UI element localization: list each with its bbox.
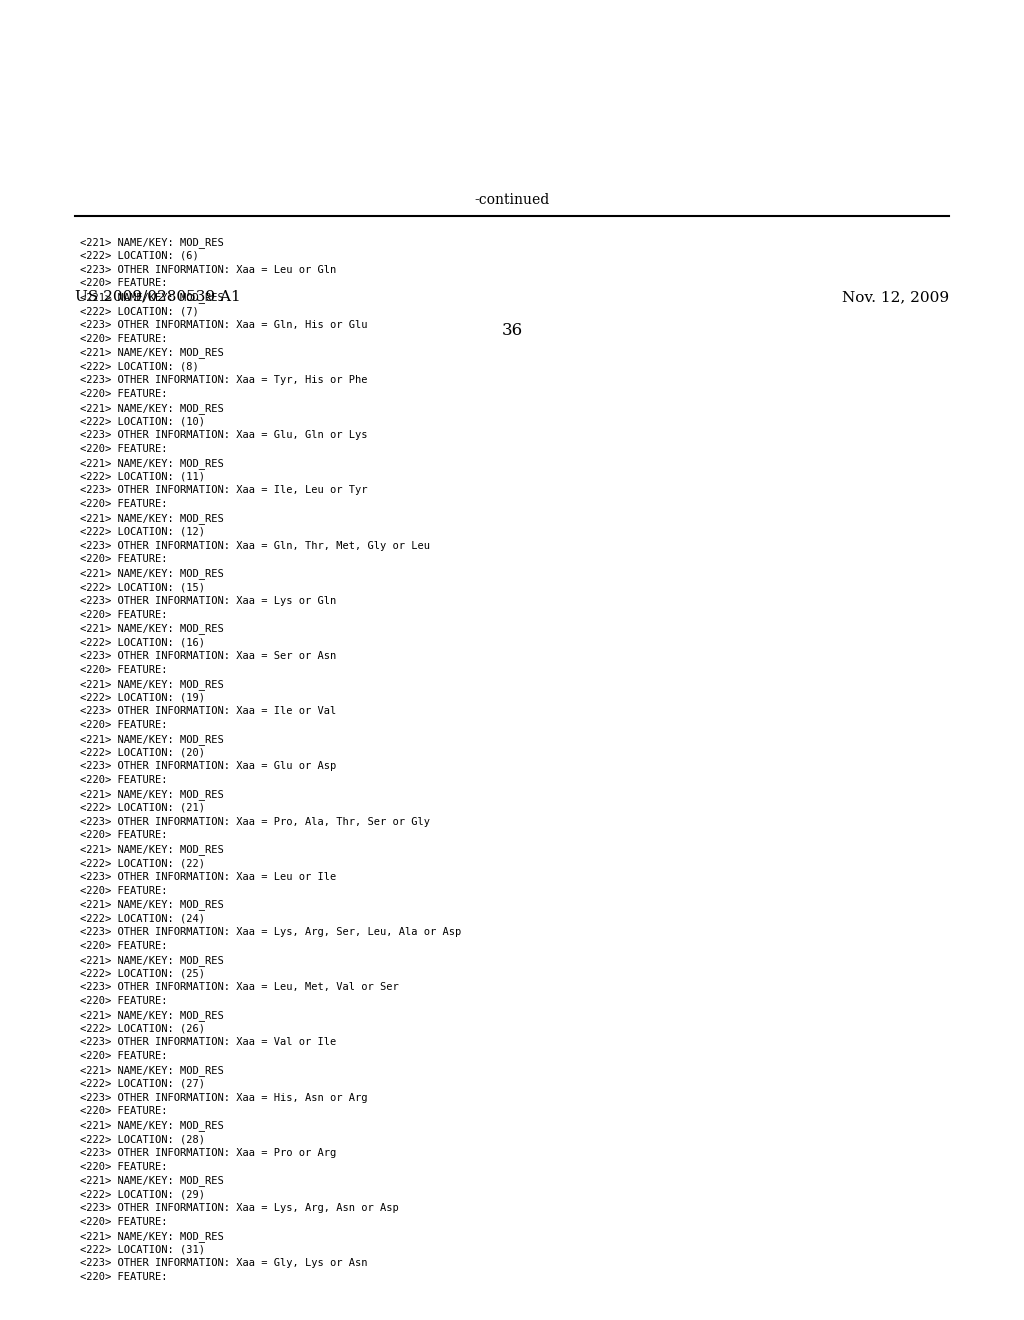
- Text: <221> NAME/KEY: MOD_RES: <221> NAME/KEY: MOD_RES: [80, 678, 224, 689]
- Text: <222> LOCATION: (22): <222> LOCATION: (22): [80, 858, 205, 869]
- Text: <220> FEATURE:: <220> FEATURE:: [80, 775, 168, 785]
- Text: -continued: -continued: [474, 193, 550, 207]
- Text: <223> OTHER INFORMATION: Xaa = Leu or Ile: <223> OTHER INFORMATION: Xaa = Leu or Il…: [80, 871, 336, 882]
- Text: <222> LOCATION: (28): <222> LOCATION: (28): [80, 1134, 205, 1144]
- Text: <220> FEATURE:: <220> FEATURE:: [80, 1217, 168, 1226]
- Text: <220> FEATURE:: <220> FEATURE:: [80, 279, 168, 288]
- Text: <223> OTHER INFORMATION: Xaa = Pro, Ala, Thr, Ser or Gly: <223> OTHER INFORMATION: Xaa = Pro, Ala,…: [80, 817, 430, 826]
- Text: <221> NAME/KEY: MOD_RES: <221> NAME/KEY: MOD_RES: [80, 1175, 224, 1187]
- Text: <221> NAME/KEY: MOD_RES: <221> NAME/KEY: MOD_RES: [80, 623, 224, 635]
- Text: <222> LOCATION: (15): <222> LOCATION: (15): [80, 582, 205, 591]
- Text: <221> NAME/KEY: MOD_RES: <221> NAME/KEY: MOD_RES: [80, 954, 224, 965]
- Text: <220> FEATURE:: <220> FEATURE:: [80, 1051, 168, 1061]
- Text: <221> NAME/KEY: MOD_RES: <221> NAME/KEY: MOD_RES: [80, 789, 224, 800]
- Text: <220> FEATURE:: <220> FEATURE:: [80, 830, 168, 841]
- Text: <220> FEATURE:: <220> FEATURE:: [80, 719, 168, 730]
- Text: Nov. 12, 2009: Nov. 12, 2009: [842, 290, 949, 304]
- Text: <223> OTHER INFORMATION: Xaa = Ile, Leu or Tyr: <223> OTHER INFORMATION: Xaa = Ile, Leu …: [80, 486, 368, 495]
- Text: <223> OTHER INFORMATION: Xaa = Gln, Thr, Met, Gly or Leu: <223> OTHER INFORMATION: Xaa = Gln, Thr,…: [80, 541, 430, 550]
- Text: <222> LOCATION: (25): <222> LOCATION: (25): [80, 969, 205, 978]
- Text: <221> NAME/KEY: MOD_RES: <221> NAME/KEY: MOD_RES: [80, 458, 224, 469]
- Text: <222> LOCATION: (21): <222> LOCATION: (21): [80, 803, 205, 813]
- Text: <222> LOCATION: (19): <222> LOCATION: (19): [80, 693, 205, 702]
- Text: <220> FEATURE:: <220> FEATURE:: [80, 610, 168, 619]
- Text: <220> FEATURE:: <220> FEATURE:: [80, 1106, 168, 1117]
- Text: <223> OTHER INFORMATION: Xaa = Ser or Asn: <223> OTHER INFORMATION: Xaa = Ser or As…: [80, 651, 336, 661]
- Text: <221> NAME/KEY: MOD_RES: <221> NAME/KEY: MOD_RES: [80, 238, 224, 248]
- Text: <221> NAME/KEY: MOD_RES: <221> NAME/KEY: MOD_RES: [80, 1121, 224, 1131]
- Text: <221> NAME/KEY: MOD_RES: <221> NAME/KEY: MOD_RES: [80, 1065, 224, 1076]
- Text: <222> LOCATION: (10): <222> LOCATION: (10): [80, 416, 205, 426]
- Text: <222> LOCATION: (12): <222> LOCATION: (12): [80, 527, 205, 537]
- Text: <220> FEATURE:: <220> FEATURE:: [80, 389, 168, 399]
- Text: <222> LOCATION: (6): <222> LOCATION: (6): [80, 251, 199, 261]
- Text: <220> FEATURE:: <220> FEATURE:: [80, 334, 168, 343]
- Text: <223> OTHER INFORMATION: Xaa = Ile or Val: <223> OTHER INFORMATION: Xaa = Ile or Va…: [80, 706, 336, 717]
- Text: <222> LOCATION: (7): <222> LOCATION: (7): [80, 306, 199, 315]
- Text: <223> OTHER INFORMATION: Xaa = Gly, Lys or Asn: <223> OTHER INFORMATION: Xaa = Gly, Lys …: [80, 1258, 368, 1269]
- Text: US 2009/0280539 A1: US 2009/0280539 A1: [75, 290, 241, 304]
- Text: <220> FEATURE:: <220> FEATURE:: [80, 1272, 168, 1282]
- Text: <223> OTHER INFORMATION: Xaa = Leu or Gln: <223> OTHER INFORMATION: Xaa = Leu or Gl…: [80, 264, 336, 275]
- Text: <220> FEATURE:: <220> FEATURE:: [80, 886, 168, 895]
- Text: <220> FEATURE:: <220> FEATURE:: [80, 941, 168, 950]
- Text: <222> LOCATION: (29): <222> LOCATION: (29): [80, 1189, 205, 1199]
- Text: <222> LOCATION: (16): <222> LOCATION: (16): [80, 638, 205, 647]
- Text: <222> LOCATION: (27): <222> LOCATION: (27): [80, 1078, 205, 1089]
- Text: <223> OTHER INFORMATION: Xaa = Glu, Gln or Lys: <223> OTHER INFORMATION: Xaa = Glu, Gln …: [80, 430, 368, 440]
- Text: <221> NAME/KEY: MOD_RES: <221> NAME/KEY: MOD_RES: [80, 403, 224, 413]
- Text: <221> NAME/KEY: MOD_RES: <221> NAME/KEY: MOD_RES: [80, 845, 224, 855]
- Text: <223> OTHER INFORMATION: Xaa = His, Asn or Arg: <223> OTHER INFORMATION: Xaa = His, Asn …: [80, 1093, 368, 1102]
- Text: <220> FEATURE:: <220> FEATURE:: [80, 499, 168, 510]
- Text: <223> OTHER INFORMATION: Xaa = Lys, Arg, Ser, Leu, Ala or Asp: <223> OTHER INFORMATION: Xaa = Lys, Arg,…: [80, 927, 461, 937]
- Text: <220> FEATURE:: <220> FEATURE:: [80, 997, 168, 1006]
- Text: <223> OTHER INFORMATION: Xaa = Tyr, His or Phe: <223> OTHER INFORMATION: Xaa = Tyr, His …: [80, 375, 368, 385]
- Text: <222> LOCATION: (8): <222> LOCATION: (8): [80, 362, 199, 371]
- Text: <223> OTHER INFORMATION: Xaa = Lys, Arg, Asn or Asp: <223> OTHER INFORMATION: Xaa = Lys, Arg,…: [80, 1203, 398, 1213]
- Text: <221> NAME/KEY: MOD_RES: <221> NAME/KEY: MOD_RES: [80, 292, 224, 304]
- Text: <221> NAME/KEY: MOD_RES: <221> NAME/KEY: MOD_RES: [80, 734, 224, 744]
- Text: <222> LOCATION: (11): <222> LOCATION: (11): [80, 471, 205, 482]
- Text: <223> OTHER INFORMATION: Xaa = Leu, Met, Val or Ser: <223> OTHER INFORMATION: Xaa = Leu, Met,…: [80, 982, 398, 993]
- Text: <221> NAME/KEY: MOD_RES: <221> NAME/KEY: MOD_RES: [80, 568, 224, 579]
- Text: <221> NAME/KEY: MOD_RES: <221> NAME/KEY: MOD_RES: [80, 1230, 224, 1242]
- Text: <222> LOCATION: (20): <222> LOCATION: (20): [80, 747, 205, 758]
- Text: <221> NAME/KEY: MOD_RES: <221> NAME/KEY: MOD_RES: [80, 1010, 224, 1020]
- Text: <220> FEATURE:: <220> FEATURE:: [80, 554, 168, 565]
- Text: <220> FEATURE:: <220> FEATURE:: [80, 1162, 168, 1172]
- Text: <223> OTHER INFORMATION: Xaa = Val or Ile: <223> OTHER INFORMATION: Xaa = Val or Il…: [80, 1038, 336, 1047]
- Text: <222> LOCATION: (31): <222> LOCATION: (31): [80, 1245, 205, 1254]
- Text: <223> OTHER INFORMATION: Xaa = Glu or Asp: <223> OTHER INFORMATION: Xaa = Glu or As…: [80, 762, 336, 771]
- Text: <222> LOCATION: (26): <222> LOCATION: (26): [80, 1023, 205, 1034]
- Text: <221> NAME/KEY: MOD_RES: <221> NAME/KEY: MOD_RES: [80, 899, 224, 911]
- Text: <220> FEATURE:: <220> FEATURE:: [80, 444, 168, 454]
- Text: <223> OTHER INFORMATION: Xaa = Gln, His or Glu: <223> OTHER INFORMATION: Xaa = Gln, His …: [80, 319, 368, 330]
- Text: <222> LOCATION: (24): <222> LOCATION: (24): [80, 913, 205, 923]
- Text: <223> OTHER INFORMATION: Xaa = Lys or Gln: <223> OTHER INFORMATION: Xaa = Lys or Gl…: [80, 595, 336, 606]
- Text: 36: 36: [502, 322, 522, 339]
- Text: <223> OTHER INFORMATION: Xaa = Pro or Arg: <223> OTHER INFORMATION: Xaa = Pro or Ar…: [80, 1148, 336, 1158]
- Text: <221> NAME/KEY: MOD_RES: <221> NAME/KEY: MOD_RES: [80, 347, 224, 358]
- Text: <220> FEATURE:: <220> FEATURE:: [80, 665, 168, 675]
- Text: <221> NAME/KEY: MOD_RES: <221> NAME/KEY: MOD_RES: [80, 513, 224, 524]
